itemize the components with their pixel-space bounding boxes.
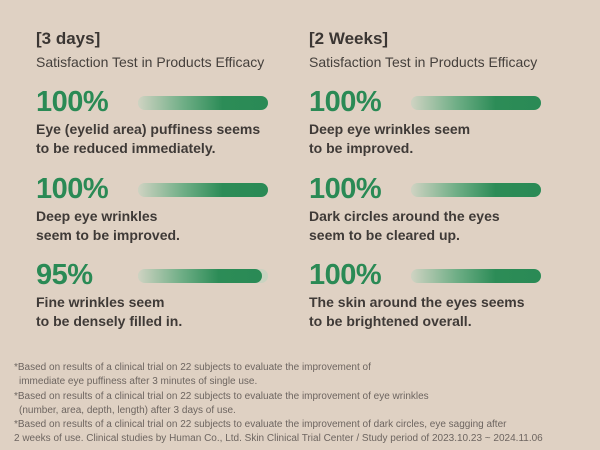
period-heading: [2 Weeks]: [309, 29, 389, 48]
column-3-days: [3 days] Satisfaction Test in Products E…: [36, 28, 306, 329]
section-subtitle: Satisfaction Test in Products Efficacy: [309, 54, 538, 70]
description-line: to be densely filled in.: [36, 313, 183, 329]
footnotes: *Based on results of a clinical trial on…: [14, 361, 543, 447]
result-description: Fine wrinkles seem to be densely filled …: [36, 293, 182, 331]
description-line: to be brightened overall.: [309, 313, 472, 329]
description-line: Deep eye wrinkles seem: [309, 121, 471, 137]
description-line: The skin around the eyes seems: [309, 294, 525, 310]
progress-bar: [411, 269, 541, 283]
progress-bar: [138, 96, 268, 110]
footnote: *Based on results of a clinical trial on…: [14, 390, 429, 402]
description-line: to be improved.: [309, 140, 414, 156]
footnote: (number, area, depth, length) after 3 da…: [19, 404, 236, 416]
percent-value: 95%: [36, 259, 93, 291]
result-description: Dark circles around the eyes seem to be …: [309, 207, 500, 245]
progress-fill: [138, 96, 268, 110]
progress-fill: [411, 269, 541, 283]
footnote: immediate eye puffiness after 3 minutes …: [19, 376, 258, 388]
result-description: The skin around the eyes seems to be bri…: [309, 293, 525, 331]
footnote: *Based on results of a clinical trial on…: [14, 419, 507, 431]
description-line: Deep eye wrinkles: [36, 208, 158, 224]
result-description: Eye (eyelid area) puffiness seems to be …: [36, 120, 260, 158]
description-line: to be reduced immediately.: [36, 140, 216, 156]
section-subtitle: Satisfaction Test in Products Efficacy: [36, 54, 265, 70]
description-line: Fine wrinkles seem: [36, 294, 165, 310]
footnote: 2 weeks of use. Clinical studies by Huma…: [14, 433, 543, 445]
period-heading: [3 days]: [36, 29, 101, 48]
percent-value: 100%: [36, 173, 109, 205]
description-line: Eye (eyelid area) puffiness seems: [36, 121, 261, 137]
percent-value: 100%: [36, 86, 109, 118]
progress-bar: [411, 96, 541, 110]
progress-bar: [411, 183, 541, 197]
progress-fill: [411, 183, 541, 197]
percent-value: 100%: [309, 86, 382, 118]
progress-fill: [138, 269, 262, 283]
progress-bar: [138, 183, 268, 197]
result-description: Deep eye wrinkles seem to be improved.: [309, 120, 470, 158]
result-description: Deep eye wrinkles seem to be improved.: [36, 207, 180, 245]
description-line: Dark circles around the eyes: [309, 208, 500, 224]
progress-fill: [138, 183, 268, 197]
description-line: seem to be cleared up.: [309, 227, 460, 243]
footnote: *Based on results of a clinical trial on…: [14, 362, 371, 373]
percent-value: 100%: [309, 173, 382, 205]
percent-value: 100%: [309, 259, 382, 291]
description-line: seem to be improved.: [36, 227, 180, 243]
column-2-weeks: [2 Weeks] Satisfaction Test in Products …: [309, 28, 579, 329]
progress-fill: [411, 96, 541, 110]
progress-bar: [138, 269, 268, 283]
